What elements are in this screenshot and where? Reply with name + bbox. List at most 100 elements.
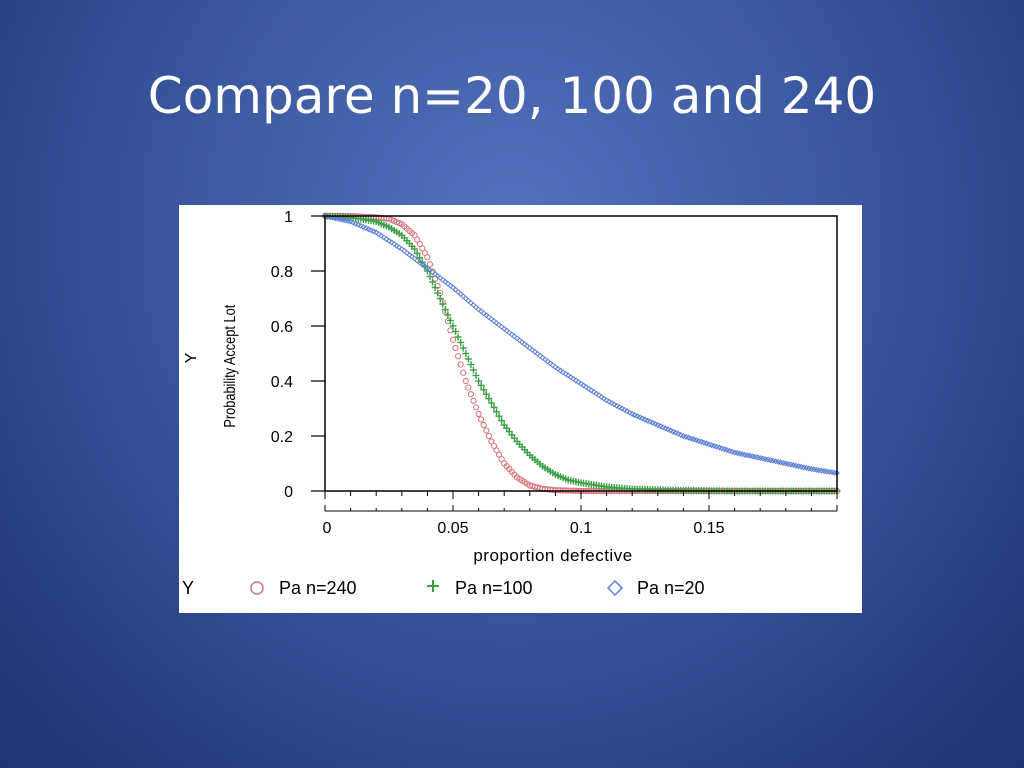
x-tick-label: 0.15: [693, 520, 724, 537]
data-point: [467, 299, 474, 306]
data-point: [493, 447, 500, 454]
plot-frame: [324, 215, 838, 492]
data-point: [560, 369, 567, 376]
data-point: [473, 304, 480, 311]
data-point: [452, 286, 459, 293]
legend-item: Pa n=100: [427, 578, 533, 598]
data-point: [493, 408, 501, 416]
data-point: [606, 398, 613, 405]
data-point: [419, 245, 426, 252]
data-point: [498, 417, 506, 425]
data-point: [472, 404, 480, 411]
data-point: [385, 237, 393, 244]
legend-item: Pa n=240: [250, 578, 357, 598]
data-point: [480, 421, 487, 429]
data-point: [436, 295, 444, 302]
data-point: [462, 295, 469, 302]
data-point: [495, 451, 503, 458]
data-point: [482, 390, 490, 398]
data-point: [601, 395, 608, 402]
data-point: [498, 456, 505, 463]
y-axis-label: Probability Accept Lot: [222, 305, 240, 428]
data-point: [477, 381, 485, 389]
data-point: [452, 328, 460, 335]
data-point: [449, 336, 457, 343]
series-pa-n-240: [321, 212, 841, 495]
data-point: [490, 442, 498, 449]
slide-title: Compare n=20, 100 and 240: [147, 67, 877, 125]
data-point: [426, 261, 434, 268]
data-point: [413, 249, 421, 257]
legend: Y Pa n=240 Pa n=100 Pa n=20: [182, 578, 705, 598]
data-point: [480, 386, 488, 394]
x-tick-label: 0.1: [570, 520, 592, 537]
data-point: [460, 369, 467, 376]
data-point: [396, 244, 403, 251]
series-pa-n-20: [321, 212, 841, 477]
legend-label: Pa n=20: [637, 578, 705, 598]
data-point: [557, 367, 564, 374]
data-point: [618, 405, 625, 412]
data-point: [598, 393, 605, 400]
data-point: [421, 249, 428, 256]
data-point: [424, 254, 431, 261]
data-point: [378, 232, 385, 239]
data-point: [487, 399, 495, 407]
data-point: [495, 412, 503, 420]
data-point: [590, 388, 597, 396]
data-point: [391, 241, 398, 248]
data-point: [552, 364, 559, 371]
data-point: [570, 375, 577, 382]
data-point: [462, 377, 469, 385]
data-point: [485, 395, 493, 403]
data-point: [467, 361, 475, 368]
data-point: [426, 273, 434, 280]
data-point: [373, 229, 380, 236]
chart-svg: 0 0.2 0.4 0.6 0.8 1 0 0.05 0.1 0.15 Y Probability…: [182, 209, 841, 598]
data-point: [380, 234, 387, 241]
y-tick-label: 0: [284, 484, 293, 501]
series-layer: [321, 212, 841, 495]
data-point: [470, 302, 477, 309]
data-point: [459, 344, 467, 352]
data-point: [580, 382, 587, 389]
data-point: [465, 384, 472, 391]
data-point: [411, 232, 418, 239]
data-point: [554, 365, 561, 372]
legend-marker: [606, 579, 624, 597]
data-point: [567, 374, 574, 381]
y-tick-label: 1: [284, 209, 293, 226]
x-tick-label: 0: [323, 520, 332, 537]
data-point: [490, 403, 498, 411]
data-point: [488, 438, 495, 445]
y-tick-label: 0.6: [271, 319, 293, 336]
data-point: [388, 239, 395, 246]
data-point: [577, 380, 585, 387]
y-axis-variable-label: Y: [183, 352, 200, 363]
x-tick-label: 0.05: [437, 520, 468, 537]
ticks-layer: 0 0.2 0.4 0.6 0.8 1 0 0.05 0.1 0.15: [271, 209, 838, 537]
data-point: [608, 399, 615, 407]
data-point: [411, 245, 419, 253]
data-point: [429, 278, 437, 286]
series-pa-n-100: [321, 212, 841, 495]
data-point: [562, 370, 569, 377]
data-point: [475, 377, 483, 385]
data-point: [444, 311, 452, 319]
data-point: [565, 372, 572, 379]
data-point: [483, 427, 490, 434]
data-point: [467, 391, 475, 398]
data-point: [485, 432, 492, 440]
data-point: [611, 401, 618, 408]
data-point: [431, 284, 439, 291]
data-point: [583, 384, 590, 391]
data-point: [452, 344, 459, 352]
data-point: [575, 379, 582, 386]
data-point: [603, 397, 610, 404]
legend-label: Pa n=100: [455, 578, 533, 598]
data-point: [434, 289, 442, 297]
data-point: [414, 236, 421, 243]
data-point: [449, 284, 457, 291]
y-tick-label: 0.4: [271, 374, 293, 391]
legend-label: Pa n=240: [279, 578, 357, 598]
